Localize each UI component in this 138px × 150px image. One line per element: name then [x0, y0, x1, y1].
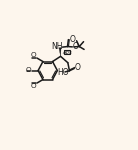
- Text: O: O: [31, 84, 36, 90]
- FancyBboxPatch shape: [64, 50, 70, 54]
- Text: O: O: [30, 52, 36, 58]
- Text: Abs: Abs: [62, 50, 72, 55]
- Text: O: O: [75, 63, 81, 72]
- Text: O: O: [70, 34, 75, 43]
- Text: NH: NH: [51, 42, 63, 51]
- Text: O: O: [25, 67, 31, 73]
- Polygon shape: [59, 48, 61, 56]
- Text: O: O: [73, 42, 79, 51]
- Text: HO: HO: [57, 68, 69, 77]
